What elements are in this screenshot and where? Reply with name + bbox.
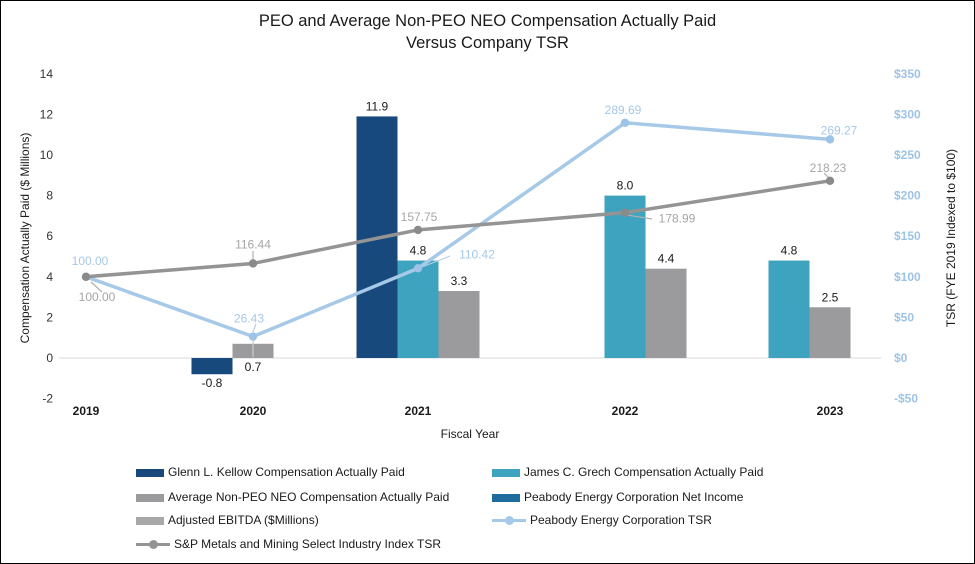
line-swatch-gray <box>136 540 170 549</box>
bar-data-label: 4.8 <box>410 244 427 258</box>
line-data-label-tsr: 100.00 <box>72 254 109 268</box>
right-axis-tick: $200 <box>894 189 921 203</box>
bar-swatch-gray <box>136 494 164 502</box>
right-axis-tick: $150 <box>894 229 921 243</box>
label-leader-line <box>252 323 257 333</box>
x-axis-category-label: 2022 <box>612 404 639 418</box>
bar-data-label: 0.7 <box>245 360 262 374</box>
bar-swatch-blue <box>492 494 520 502</box>
legend-item: S&P Metals and Mining Select Industry In… <box>136 537 441 553</box>
legend-item: Adjusted EBITDA ($Millions) <box>136 513 319 529</box>
line-data-label-sp: 178.99 <box>659 212 696 226</box>
left-axis-tick: 10 <box>40 148 54 162</box>
line-marker-sp <box>248 259 258 268</box>
legend-label: Average Non-PEO NEO Compensation Actuall… <box>168 490 450 504</box>
bar-grech <box>768 260 810 358</box>
line-data-label-sp: 157.75 <box>401 210 438 224</box>
left-axis-tick: 12 <box>40 107 54 121</box>
legend-label: Peabody Energy Corporation TSR <box>530 513 712 527</box>
line-marker-sp <box>81 272 91 281</box>
right-axis-tick: $300 <box>894 107 921 121</box>
right-axis-tick: $250 <box>894 148 921 162</box>
line-swatch-lightblue <box>492 516 526 525</box>
line-marker-tsr <box>825 135 835 144</box>
legend-item: Peabody Energy Corporation Net Income <box>492 490 743 506</box>
right-axis-tick: $350 <box>894 67 921 81</box>
line-marker-tsr <box>248 332 258 341</box>
bar-swatch-gray <box>136 517 164 525</box>
plot-area: 14 12 10 8 6 4 2 0 -2 $350 $300 $250 $200 $150 $100 $50… <box>40 67 921 418</box>
bar-data-label: 2.5 <box>822 290 839 304</box>
label-leader-line <box>421 255 451 268</box>
legend-label: James C. Grech Compensation Actually Pai… <box>524 465 764 479</box>
line-data-label-sp: 116.44 <box>235 237 271 251</box>
x-axis-title: Fiscal Year <box>440 427 500 441</box>
x-axis-category-label: 2021 <box>405 404 432 418</box>
right-axis-tick: -$50 <box>894 392 918 406</box>
chart-title-line2: Versus Company TSR <box>406 34 569 52</box>
line-data-label-tsr: 289.69 <box>605 103 642 117</box>
bar-grech <box>604 195 646 358</box>
left-axis-tick: -2 <box>42 392 53 406</box>
left-axis-tick: 2 <box>46 310 53 324</box>
left-axis-tick: 0 <box>46 351 53 365</box>
right-axis-title: TSR (FYE 2019 Indexed to $100) <box>944 148 958 328</box>
bar-data-label: 8.0 <box>617 179 634 193</box>
legend-item: James C. Grech Compensation Actually Pai… <box>492 465 763 481</box>
legend-label: Glenn L. Kellow Compensation Actually Pa… <box>168 465 405 479</box>
bar-data-label: 4.8 <box>781 244 798 258</box>
bar-avg <box>809 307 851 358</box>
legend-label: Peabody Energy Corporation Net Income <box>524 490 744 504</box>
right-axis-tick: $50 <box>894 310 914 324</box>
left-axis-tick: 4 <box>46 270 53 284</box>
left-axis-title: Compensation Actually Paid ($ Millions) <box>18 132 32 344</box>
bar-data-label: 3.3 <box>451 274 468 288</box>
left-axis-tick: 6 <box>46 229 53 243</box>
right-axis-tick: $0 <box>894 351 908 365</box>
line-data-label-tsr: 26.43 <box>234 312 264 326</box>
legend-item: Average Non-PEO NEO Compensation Actuall… <box>136 490 449 506</box>
line-swatch-lightblue-marker <box>505 516 514 525</box>
line-marker-tsr <box>413 264 423 273</box>
line-marker-sp <box>413 225 423 235</box>
x-axis-category-label: 2020 <box>240 404 267 418</box>
line-marker-tsr <box>620 118 630 127</box>
right-axis-tick: $100 <box>894 270 921 284</box>
label-leader-line <box>90 281 103 293</box>
bar-grech <box>397 260 439 358</box>
left-axis-tick: 14 <box>40 67 54 81</box>
bar-data-label: 11.9 <box>366 99 389 113</box>
x-axis-category-label: 2019 <box>73 404 100 418</box>
legend-label: S&P Metals and Mining Select Industry In… <box>174 537 442 551</box>
legend-item: Peabody Energy Corporation TSR <box>492 513 712 529</box>
line-data-label-tsr: 110.42 <box>459 247 495 261</box>
chart-title-line1: PEO and Average Non-PEO NEO Compensation… <box>258 12 717 30</box>
bar-swatch-teal <box>492 469 520 477</box>
bar-data-label: -0.8 <box>202 376 223 390</box>
x-axis-category-label: 2023 <box>817 404 844 418</box>
line-marker-sp <box>825 176 835 185</box>
line-data-label-tsr: 269.27 <box>821 123 858 137</box>
label-leader-line <box>626 214 653 220</box>
legend-item: Glenn L. Kellow Compensation Actually Pa… <box>136 465 405 481</box>
bar-avg <box>645 268 687 358</box>
line-data-label-sp: 218.23 <box>810 161 847 175</box>
line-swatch-gray-marker <box>149 540 158 549</box>
left-axis-tick: 8 <box>46 189 53 203</box>
line-sp <box>84 179 832 279</box>
bar-swatch-navy <box>136 469 164 477</box>
bar-avg <box>438 291 480 358</box>
chart-title: PEO and Average Non-PEO NEO Compensation… <box>1 10 974 54</box>
bar-kellow <box>191 358 233 375</box>
bar-data-label: 4.4 <box>658 252 675 266</box>
legend-label: Adjusted EBITDA ($Millions) <box>168 513 319 527</box>
line-data-label-sp: 100.00 <box>79 290 116 304</box>
line-marker-sp <box>620 208 630 217</box>
